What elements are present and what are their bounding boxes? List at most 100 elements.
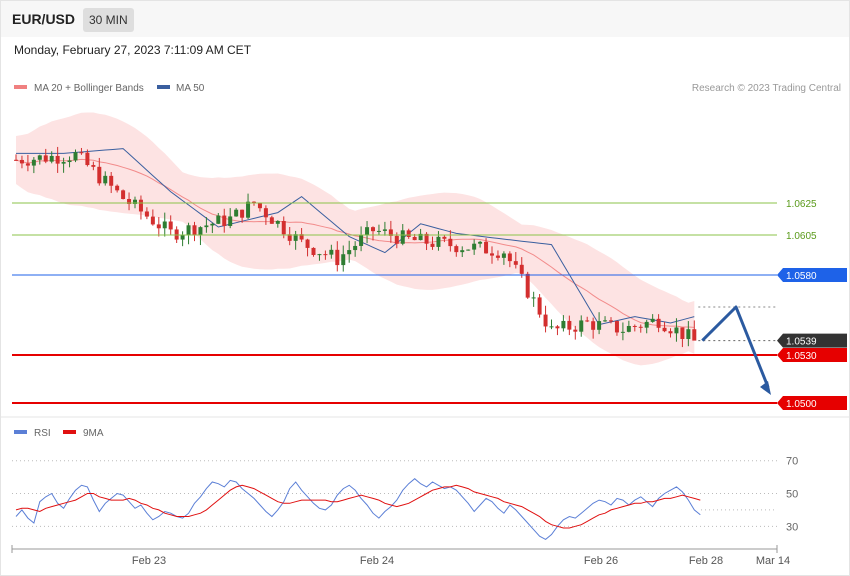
- candle: [692, 320, 697, 341]
- candle-body: [603, 320, 608, 322]
- candle-body: [448, 238, 453, 247]
- candle-body: [25, 163, 30, 166]
- candle-body: [115, 185, 120, 191]
- candle-body: [91, 165, 96, 167]
- candle-body: [204, 225, 209, 228]
- candle: [43, 148, 48, 164]
- candle-body: [37, 155, 42, 160]
- candle: [382, 221, 387, 236]
- candle-body: [365, 227, 370, 236]
- candle: [14, 154, 18, 162]
- candle-body: [591, 321, 596, 330]
- candle-body: [394, 235, 399, 244]
- candle-body: [376, 230, 381, 232]
- timeframe-button[interactable]: 30 MIN: [83, 8, 134, 32]
- copyright-text: Research © 2023 Trading Central: [692, 83, 841, 94]
- candle-body: [305, 239, 310, 248]
- candle-body: [311, 247, 316, 256]
- candle-body: [597, 321, 602, 330]
- candle-body: [186, 225, 191, 236]
- candle-body: [620, 331, 625, 333]
- candle: [156, 217, 161, 237]
- rsi-tick-50: 50: [786, 489, 798, 501]
- level-label-r1: 1.0605: [786, 231, 817, 242]
- candle: [579, 315, 584, 337]
- candle-body: [109, 175, 114, 186]
- candle-body: [371, 227, 375, 232]
- candle: [454, 244, 459, 257]
- candle: [501, 251, 506, 265]
- candle: [210, 222, 215, 234]
- candle-body: [692, 329, 697, 341]
- candle-body: [537, 297, 542, 315]
- candle: [484, 238, 489, 254]
- candle: [406, 228, 411, 239]
- candle-body: [406, 230, 411, 237]
- candle-body: [138, 199, 143, 212]
- candle: [192, 221, 197, 242]
- level-label-pivot: 1.0580: [786, 271, 817, 282]
- candle: [115, 184, 120, 193]
- candle: [472, 239, 477, 255]
- candle: [371, 226, 375, 241]
- candle: [638, 324, 643, 333]
- candle: [442, 235, 447, 243]
- candle: [573, 325, 578, 340]
- candle: [31, 157, 36, 174]
- candle-body: [561, 320, 566, 329]
- candle-body: [317, 254, 322, 256]
- candle-body: [150, 216, 155, 225]
- candle: [495, 250, 500, 261]
- candle: [656, 314, 661, 333]
- level-tag-s2: [777, 396, 847, 410]
- candle: [662, 321, 667, 333]
- candle: [293, 230, 298, 250]
- candle: [513, 252, 518, 269]
- candle: [650, 314, 655, 323]
- candle-body: [650, 318, 655, 322]
- legend-ma20-swatch: [14, 85, 27, 89]
- candle-body: [103, 175, 108, 184]
- candle: [228, 208, 233, 229]
- rsi-tick-70: 70: [786, 456, 798, 468]
- candle: [507, 251, 512, 268]
- forecast-arrow-line: [701, 305, 770, 388]
- candle-body: [299, 234, 304, 240]
- legend-rsi-label: RSI: [34, 428, 51, 439]
- candle-body: [210, 223, 215, 226]
- candle-body: [180, 235, 185, 240]
- candle-body: [97, 166, 102, 184]
- candle: [121, 189, 126, 200]
- ma20-line: [15, 158, 695, 328]
- candle-body: [67, 160, 72, 163]
- x-tick-label: Feb 23: [132, 555, 166, 567]
- level-tag-pivot: [777, 268, 847, 282]
- candle: [388, 220, 393, 243]
- candle: [323, 250, 328, 260]
- candle: [269, 215, 274, 224]
- legend-ma50-label: MA 50: [176, 83, 205, 94]
- candle: [614, 320, 619, 336]
- candle-body: [614, 321, 619, 333]
- candle-body: [144, 211, 149, 217]
- candle-body: [638, 326, 643, 328]
- candle: [25, 154, 30, 172]
- candle: [561, 315, 566, 332]
- candle: [138, 195, 143, 220]
- candle-body: [43, 155, 48, 162]
- candle: [531, 291, 536, 307]
- candle: [632, 324, 637, 332]
- candle-body: [382, 229, 387, 231]
- candle: [37, 154, 42, 165]
- legend-ma20-label: MA 20 + Bollinger Bands: [34, 83, 144, 94]
- candle-body: [674, 327, 679, 334]
- candle-body: [412, 236, 417, 241]
- candle-body: [263, 208, 268, 218]
- candle: [73, 149, 78, 163]
- candle-body: [121, 190, 126, 199]
- candle: [335, 241, 340, 272]
- candle-body: [662, 327, 667, 332]
- candle-body: [424, 233, 429, 244]
- candle: [275, 220, 280, 228]
